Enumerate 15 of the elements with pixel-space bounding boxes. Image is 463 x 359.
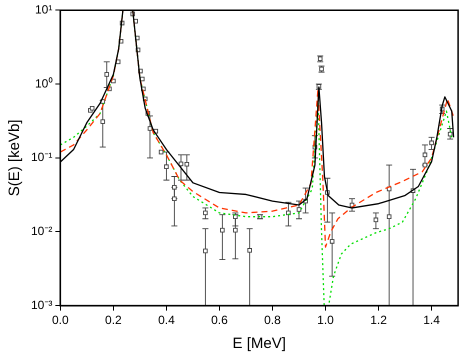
x-axis-title: E [MeV] [232,335,286,352]
y-tick-label: 10⁻³ [31,298,52,312]
y-axis-title: S(E) [keVb] [6,120,24,196]
x-tick-label: 1.2 [370,313,388,328]
x-tick-label: 0.8 [264,313,282,328]
x-tick-label: 0.2 [105,313,122,328]
y-tick-label: 10⁻¹ [31,150,52,164]
x-tick-label: 0.4 [158,313,176,328]
x-tick-label: 0.0 [52,313,70,328]
x-tick-label: 1.4 [423,313,440,328]
y-tick-label: 10⁰ [34,76,52,90]
y-tick-label: 10¹ [35,2,52,17]
x-tick-label: 0.6 [211,313,228,328]
y-tick-label: 10⁻² [31,224,52,238]
x-tick-label: 1.0 [317,313,334,328]
